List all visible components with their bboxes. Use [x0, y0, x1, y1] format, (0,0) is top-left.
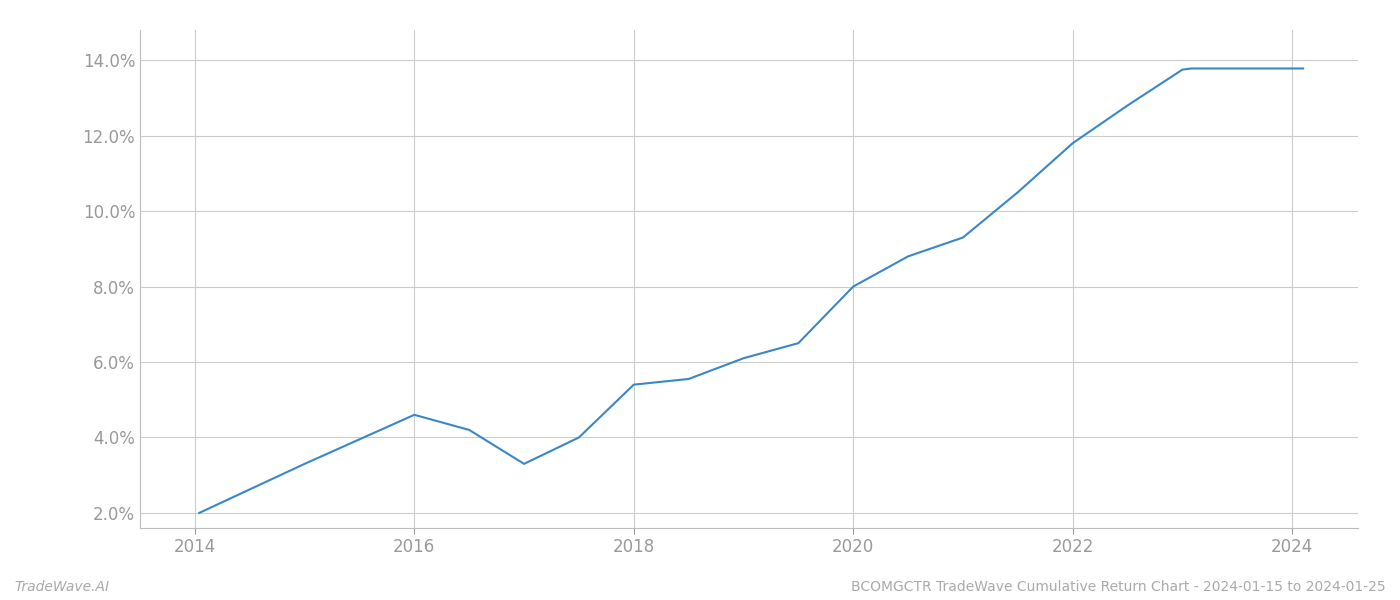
- Text: TradeWave.AI: TradeWave.AI: [14, 580, 109, 594]
- Text: BCOMGCTR TradeWave Cumulative Return Chart - 2024-01-15 to 2024-01-25: BCOMGCTR TradeWave Cumulative Return Cha…: [851, 580, 1386, 594]
